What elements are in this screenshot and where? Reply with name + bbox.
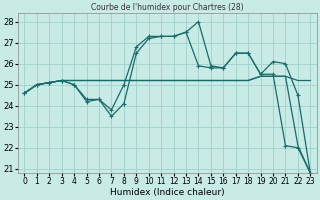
X-axis label: Humidex (Indice chaleur): Humidex (Indice chaleur) xyxy=(110,188,225,197)
Title: Courbe de l'humidex pour Chartres (28): Courbe de l'humidex pour Chartres (28) xyxy=(91,3,244,12)
